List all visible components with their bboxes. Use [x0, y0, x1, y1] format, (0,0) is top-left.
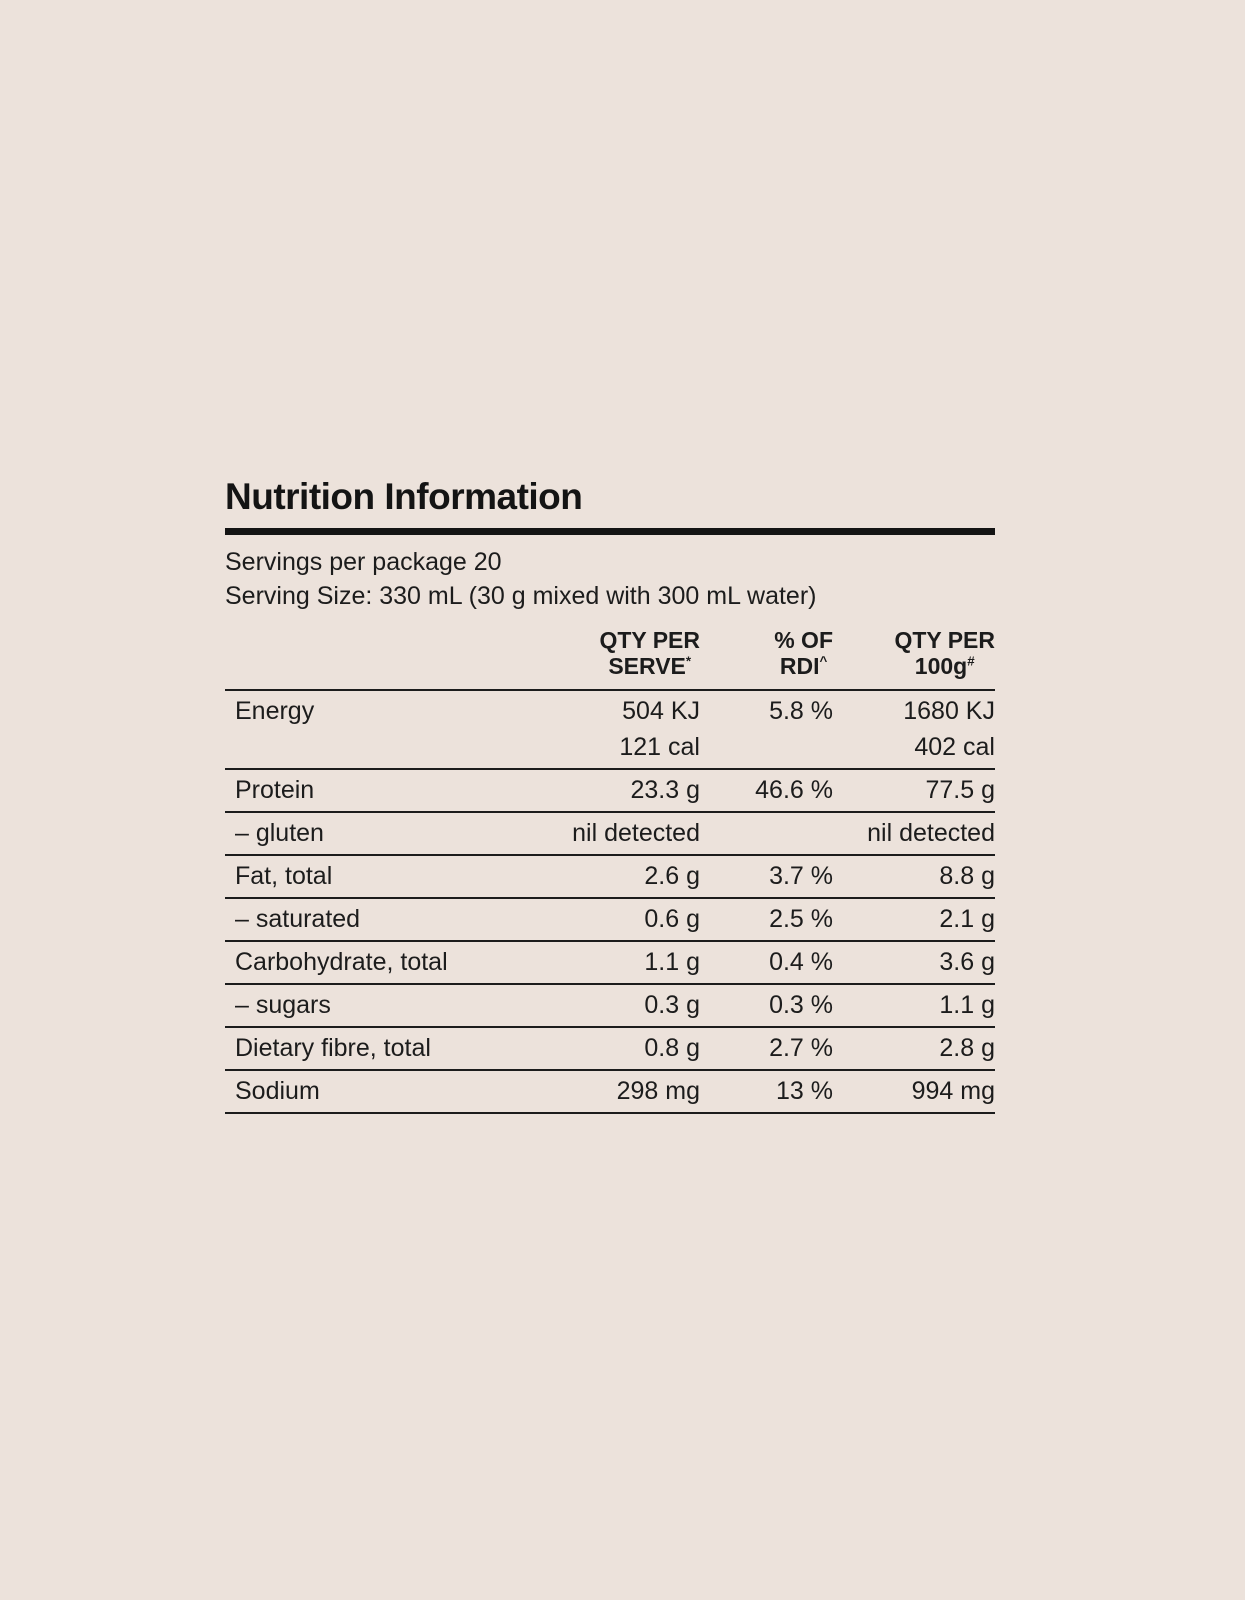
header-serve-line2: SERVE — [608, 653, 686, 679]
row-serve-value: 0.6 g — [644, 905, 700, 933]
row-100g-value: 2.1 g — [939, 905, 995, 933]
header-serve-footnote-mark: * — [685, 653, 692, 669]
table-row-protein: Protein 23.3 g 46.6 % 77.5 g — [225, 770, 995, 813]
header-serve-line1: QTY PER — [599, 627, 700, 653]
row-rdi-value: 2.7 % — [769, 1034, 833, 1062]
row-100g-value: 77.5 g — [925, 776, 995, 804]
table-row-energy: Energy 504 KJ 5.8 % 1680 KJ — [225, 691, 995, 727]
header-100g-line2: 100g — [914, 653, 968, 679]
table-row-sugars: – sugars 0.3 g 0.3 % 1.1 g — [225, 985, 995, 1028]
row-serve-value: 0.8 g — [644, 1034, 700, 1062]
header-rdi-line2: RDI — [779, 653, 820, 679]
row-label: Sodium — [235, 1077, 320, 1105]
table-row-sodium: Sodium 298 mg 13 % 994 mg — [225, 1071, 995, 1114]
row-rdi-value: 46.6 % — [755, 776, 833, 804]
row-serve-value: 2.6 g — [644, 862, 700, 890]
servings-per-package-line: Servings per package 20 — [225, 548, 502, 576]
row-100g-value: 1.1 g — [939, 991, 995, 1019]
header-100g-footnote-mark: # — [967, 653, 975, 669]
row-label: – gluten — [235, 819, 324, 847]
header-percent-rdi: % OF RDI^ — [700, 627, 833, 679]
table-row-energy-calories: 121 cal 402 cal — [225, 727, 995, 770]
table-row-saturated: – saturated 0.6 g 2.5 % 2.1 g — [225, 899, 995, 942]
row-label: – saturated — [235, 905, 361, 933]
nutrition-table: QTY PER SERVE* % OF RDI^ QTY PER 100g# Ener… — [225, 621, 995, 1114]
header-100g-line1: QTY PER — [894, 627, 995, 653]
header-rdi-line1: % OF — [774, 627, 833, 653]
row-label: Fat, total — [235, 862, 333, 890]
row-100g-value: 994 mg — [911, 1077, 995, 1105]
title-rule — [225, 528, 995, 535]
row-rdi-value: 13 % — [776, 1077, 833, 1105]
header-rdi-footnote-mark: ^ — [819, 653, 828, 669]
row-100g-value: 2.8 g — [939, 1034, 995, 1062]
panel-title: Nutrition Information — [225, 476, 583, 517]
row-serve-value: 1.1 g — [644, 948, 700, 976]
nutrition-panel: Nutrition Information Servings per packa… — [225, 476, 995, 1114]
row-rdi-value: 0.4 % — [769, 948, 833, 976]
row-serve-value: 298 mg — [616, 1077, 700, 1105]
table-header-row: QTY PER SERVE* % OF RDI^ QTY PER 100g# — [225, 621, 995, 691]
table-row-dietary-fibre: Dietary fibre, total 0.8 g 2.7 % 2.8 g — [225, 1028, 995, 1071]
header-qty-per-serve: QTY PER SERVE* — [525, 627, 700, 679]
row-serve-value: 23.3 g — [630, 776, 700, 804]
row-label: – sugars — [235, 991, 331, 1019]
row-100g-value: nil detected — [867, 819, 995, 847]
serving-size-line: Serving Size: 330 mL (30 g mixed with 30… — [225, 582, 817, 610]
row-label: Carbohydrate, total — [235, 948, 448, 976]
row-rdi-value: 3.7 % — [769, 862, 833, 890]
row-serve-value: 121 cal — [619, 733, 700, 761]
row-label: Protein — [235, 776, 315, 804]
row-100g-value: 8.8 g — [939, 862, 995, 890]
row-serve-value: 0.3 g — [644, 991, 700, 1019]
row-label: Energy — [235, 697, 315, 725]
row-100g-value: 3.6 g — [939, 948, 995, 976]
row-rdi-value: 0.3 % — [769, 991, 833, 1019]
row-100g-value: 402 cal — [914, 733, 995, 761]
row-rdi-value: 5.8 % — [769, 697, 833, 725]
row-label: Dietary fibre, total — [235, 1034, 431, 1062]
header-qty-per-100g: QTY PER 100g# — [833, 627, 995, 679]
row-rdi-value: 2.5 % — [769, 905, 833, 933]
row-serve-value: nil detected — [572, 819, 700, 847]
table-row-fat-total: Fat, total 2.6 g 3.7 % 8.8 g — [225, 856, 995, 899]
table-row-carbohydrate-total: Carbohydrate, total 1.1 g 0.4 % 3.6 g — [225, 942, 995, 985]
row-100g-value: 1680 KJ — [903, 697, 995, 725]
table-row-gluten: – gluten nil detected nil detected — [225, 813, 995, 856]
row-serve-value: 504 KJ — [622, 697, 700, 725]
